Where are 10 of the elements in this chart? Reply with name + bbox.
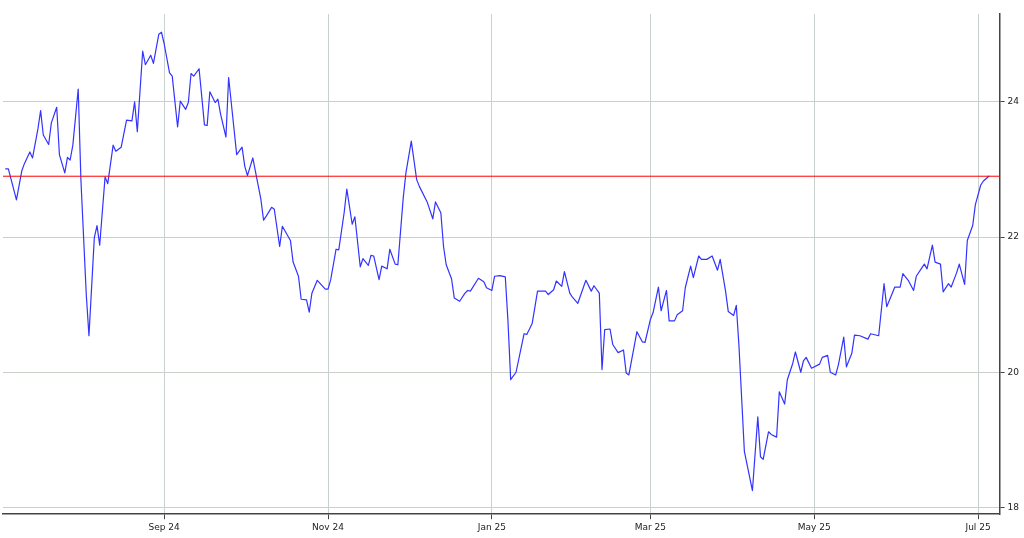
y-tick-label: 24 (1007, 96, 1020, 107)
x-tick-label: Nov 24 (312, 521, 345, 532)
x-tick-label: Jul 25 (964, 521, 991, 532)
y-tick-label: 22 (1007, 231, 1019, 242)
y-tick-label: 20 (1007, 366, 1020, 377)
x-tick-label: May 25 (797, 521, 831, 532)
y-tick-label: 18 (1007, 501, 1020, 512)
x-tick-label: Mar 25 (634, 521, 666, 532)
x-tick-label: Jan 25 (476, 521, 506, 532)
x-tick-label: Sep 24 (148, 521, 181, 532)
